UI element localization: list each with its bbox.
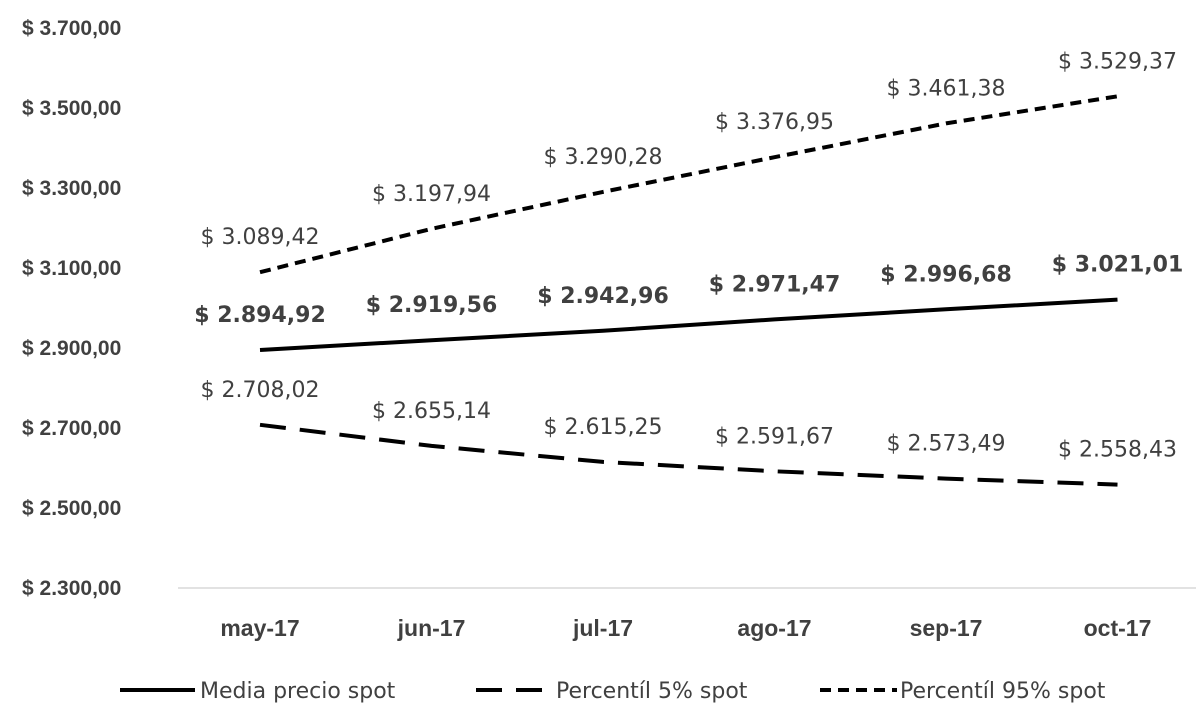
x-axis-tick-labels: may-17 jun-17 jul-17 ago-17 sep-17 oct-17 [220, 615, 1151, 641]
y-tick-label: $ 3.700,00 [22, 17, 121, 40]
y-tick-label: $ 3.300,00 [22, 177, 121, 200]
series-line [259, 297, 1118, 352]
x-tick-label: jun-17 [397, 615, 466, 641]
data-label: $ 3.529,37 [1058, 49, 1177, 74]
data-label: $ 2.655,14 [372, 399, 491, 424]
data-label: $ 3.021,01 [1052, 253, 1184, 278]
y-axis-tick-labels: $ 2.300,00 $ 2.500,00 $ 2.700,00 $ 2.900,00… [22, 17, 121, 600]
x-tick-label: sep-17 [910, 615, 983, 641]
data-label: $ 2.558,43 [1058, 438, 1177, 463]
data-label: $ 3.290,28 [544, 145, 663, 170]
data-label: $ 2.996,68 [880, 262, 1012, 287]
series-line [259, 422, 1118, 487]
y-tick-label: $ 3.100,00 [22, 257, 121, 280]
x-tick-label: jul-17 [572, 615, 633, 641]
data-label: $ 2.591,67 [715, 424, 834, 449]
legend-label: Percentíl 95% spot [900, 679, 1106, 704]
series-line [259, 94, 1118, 275]
x-tick-label: may-17 [220, 615, 299, 641]
data-label: $ 2.894,92 [194, 303, 326, 328]
data-label: $ 3.376,95 [715, 110, 834, 135]
x-tick-label: ago-17 [737, 615, 811, 641]
series-lines [259, 94, 1118, 487]
data-label: $ 3.461,38 [887, 76, 1006, 101]
data-label: $ 2.971,47 [709, 272, 841, 297]
x-tick-label: oct-17 [1084, 615, 1152, 641]
data-label: $ 3.197,94 [372, 182, 491, 207]
legend-label: Media precio spot [200, 679, 396, 704]
y-tick-label: $ 2.900,00 [22, 337, 121, 360]
data-label: $ 2.708,02 [201, 378, 320, 403]
legend-label: Percentíl 5% spot [556, 679, 748, 704]
data-labels: $ 2.894,92 $ 2.919,56 $ 2.942,96 $ 2.971,47… [194, 49, 1183, 462]
legend: Media precio spot Percentíl 5% spot Percen… [120, 679, 1106, 704]
data-label: $ 2.919,56 [366, 293, 498, 318]
y-tick-label: $ 2.500,00 [22, 497, 121, 520]
y-tick-label: $ 2.700,00 [22, 417, 121, 440]
data-label: $ 2.573,49 [887, 432, 1006, 457]
data-label: $ 3.089,42 [201, 225, 320, 250]
y-tick-label: $ 3.500,00 [22, 97, 121, 120]
y-tick-label: $ 2.300,00 [22, 577, 121, 600]
data-label: $ 2.615,25 [544, 415, 663, 440]
data-label: $ 2.942,96 [537, 284, 669, 309]
